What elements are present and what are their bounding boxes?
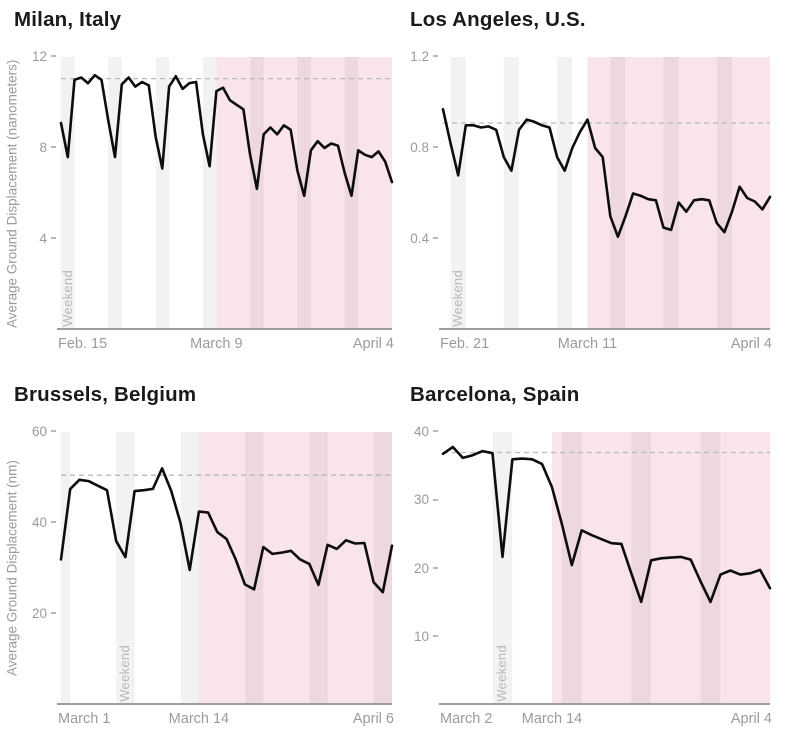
y-tick-value: 10 [413,628,429,644]
y-tick-label: 4 [0,230,56,248]
displacement-line [441,107,772,238]
x-tick-label: March 2 [440,711,493,727]
weekend-label: Weekend [59,270,75,327]
y-tick-mark-icon [433,635,438,638]
x-tick-label: Feb. 15 [58,336,108,352]
weekend-band [373,432,392,705]
y-tick-mark-icon [433,498,438,501]
x-tick-label: March 11 [557,336,618,352]
weekend-band [250,57,264,330]
y-tick-label: 20 [396,560,438,578]
y-tick-value: 8 [39,140,47,155]
weekend-band [610,57,626,330]
y-tick-mark-icon [51,55,56,58]
y-tick-mark-icon [51,430,56,433]
y-tick-mark-icon [433,237,438,240]
chart-canvas [57,432,394,705]
weekend-band [116,432,135,705]
chart-card-brussels: Brussels, Belgium Average Ground Displac… [0,375,396,750]
y-tick-mark-icon [433,430,438,433]
weekend-band [716,57,732,330]
lockdown-region [587,57,770,330]
chart-title: Barcelona, Spain [410,383,580,406]
y-tick-mark-icon [51,612,56,615]
chart-plot: Weekend [439,57,772,330]
x-tick-label: April 6 [352,711,394,727]
weekend-label: Weekend [494,645,510,702]
chart-title: Brussels, Belgium [14,383,197,406]
weekend-band [700,432,721,705]
displacement-line [441,445,772,604]
weekend-label: Weekend [450,270,466,327]
y-tick-value: 20 [413,560,429,576]
chart-canvas [57,57,394,330]
y-axis-title: Average Ground Displacement (nanometers) [4,59,20,328]
chart-canvas [439,57,772,330]
weekend-band [561,432,582,705]
lockdown-region [552,432,770,705]
y-tick-label: 60 [0,423,56,441]
displacement-line [59,73,394,198]
weekend-band [663,57,679,330]
chart-title: Los Angeles, U.S. [410,8,586,31]
y-tick-mark-icon [51,237,56,240]
weekend-band [61,432,71,705]
y-tick-mark-icon [433,55,438,58]
weekend-band [309,432,328,705]
x-tick-label: April 4 [730,336,772,352]
y-tick-mark-icon [433,146,438,149]
y-tick-label: 20 [0,605,56,623]
weekend-band [450,57,466,330]
y-tick-label: 8 [0,139,56,157]
y-tick-value: 12 [31,49,47,64]
chart-card-barcelona: Barcelona, Spain Weekend 40 30 20 10 March 2… [396,375,792,750]
y-tick-label: 0.4 [396,230,438,248]
y-tick-value: 1.2 [410,49,429,64]
y-tick-label: 1.2 [396,48,438,66]
weekend-band [557,57,573,330]
chart-card-milan: Milan, Italy Average Ground Displacement… [0,0,396,375]
x-tick-label: Feb. 21 [440,336,490,352]
chart-canvas [439,432,772,705]
y-tick-label: 12 [0,48,56,66]
y-tick-mark-icon [51,146,56,149]
y-tick-label: 40 [396,423,438,441]
x-tick-label: April 4 [352,336,394,352]
y-tick-value: 20 [31,606,47,621]
lockdown-region [198,432,392,705]
y-tick-label: 40 [0,514,56,532]
weekend-band [503,57,519,330]
y-tick-value: 40 [413,424,429,439]
x-tick-label: March 1 [58,711,111,727]
chart-plot: Weekend [439,432,772,705]
weekend-band [244,432,264,705]
chart-plot: Weekend [57,432,394,705]
x-tick-label: March 14 [521,711,583,727]
weekend-label: Weekend [117,645,133,702]
x-tick-label: March 14 [168,711,230,727]
chart-plot: Weekend [57,57,394,330]
y-tick-value: 30 [413,492,429,508]
y-tick-mark-icon [51,521,56,524]
x-tick-label: March 9 [190,336,243,352]
y-tick-value: 0.4 [410,231,429,246]
weekend-band [202,57,217,330]
x-tick-label: April 4 [730,711,772,727]
y-tick-value: 4 [39,231,47,246]
y-axis-title: Average Ground Displacement (nm) [4,460,20,677]
chart-title: Milan, Italy [14,8,122,31]
y-tick-value: 0.8 [410,140,429,155]
chart-card-los-angeles: Los Angeles, U.S. Weekend 1.2 0.8 0.4 Feb. … [396,0,792,375]
weekend-band [631,432,652,705]
y-tick-label: 0.8 [396,139,438,157]
y-tick-value: 60 [31,424,47,439]
y-tick-label: 10 [396,628,438,646]
displacement-line [59,467,394,594]
y-tick-label: 30 [396,491,438,509]
y-tick-mark-icon [433,566,438,569]
y-tick-value: 40 [31,515,47,530]
